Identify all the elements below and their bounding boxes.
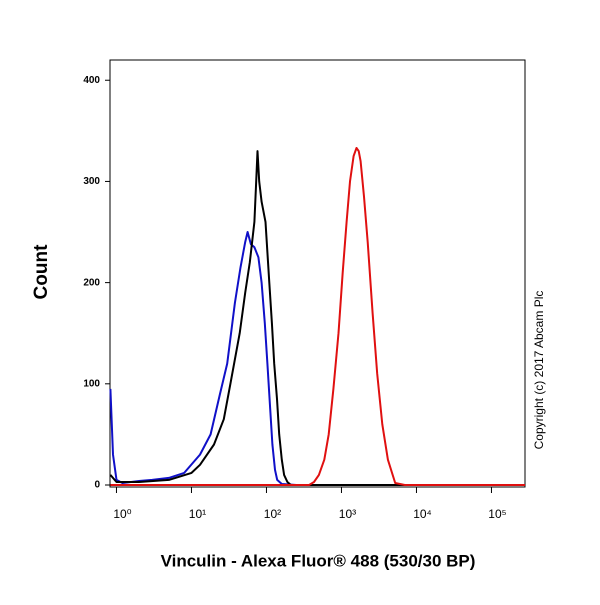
histogram-line [109,231,525,486]
plot-frame [109,59,526,488]
histogram-line [109,150,525,486]
copyright: Copyright (c) 2017 Abcam Plc [532,291,546,450]
y-tick-label: 0 [94,480,100,491]
x-tick-label: 10³ [339,507,356,521]
y-tick-label: 200 [83,277,100,288]
x-tick-label: 10⁵ [488,507,506,521]
histogram-line [110,147,525,486]
x-tick-label: 10⁴ [413,507,432,521]
x-tick-label: 10² [264,507,281,521]
y-axis-label: Count [31,244,52,300]
y-tick-label: 100 [83,378,100,389]
y-tick-label: 300 [83,176,100,187]
x-axis-label: Vinculin - Alexa Fluor® 488 (530/30 BP) [161,551,476,570]
x-tick-label: 10¹ [189,507,206,521]
y-tick-label: 400 [83,75,100,86]
x-tick-label: 10⁰ [113,507,131,521]
